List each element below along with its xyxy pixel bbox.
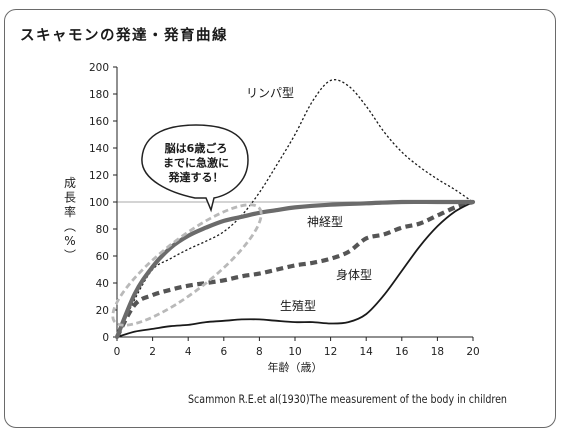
y-tick-label: 0 xyxy=(102,332,109,344)
y-tick-label: 140 xyxy=(89,143,109,155)
x-tick-label: 14 xyxy=(360,346,374,358)
y-tick-label: 60 xyxy=(96,251,109,263)
x-tick-label: 12 xyxy=(324,346,337,358)
x-tick-label: 18 xyxy=(431,346,444,358)
x-tick-label: 16 xyxy=(395,346,409,358)
series-line-lymph xyxy=(116,79,474,338)
callout-bubble xyxy=(141,124,249,213)
x-tick-label: 2 xyxy=(149,346,156,358)
x-tick-label: 20 xyxy=(466,346,479,358)
y-tick-label: 120 xyxy=(89,170,109,182)
callout-text: 脳は6歳ごろまでに急激に発達する！ xyxy=(163,141,229,184)
callout-highlight-ellipse xyxy=(111,203,263,327)
series-label-general: 身体型 xyxy=(336,267,372,282)
axes: 0 20 40 60 80 100 120 140 160 180 200 0 2 4 6 8 10 12 14 16… xyxy=(64,62,480,374)
y-tick-label: 80 xyxy=(96,224,109,236)
x-tick-label: 6 xyxy=(220,346,227,358)
chart-frame xyxy=(4,9,556,428)
callout: 脳は6歳ごろまでに急激に発達する！ xyxy=(111,124,263,327)
x-tick-label: 8 xyxy=(256,346,263,358)
y-tick-label: 160 xyxy=(89,116,109,128)
y-tick-label: 100 xyxy=(89,197,109,209)
y-axis-label: 成長率︵% ︶ xyxy=(64,176,76,263)
series-label-neural: 神経型 xyxy=(307,215,343,229)
series-label-lymph: リンパ型 xyxy=(246,86,294,100)
series-label-reproductive: 生殖型 xyxy=(280,298,316,313)
x-tick-label: 4 xyxy=(185,346,192,358)
y-tick-label: 180 xyxy=(89,89,109,101)
y-tick-label: 200 xyxy=(89,62,109,74)
y-tick-label: 20 xyxy=(96,305,109,317)
series-layer xyxy=(114,79,476,340)
chart-title: スキャモンの発達・発育曲線 xyxy=(20,28,228,44)
x-axis-label: 年齢（歳） xyxy=(268,360,323,374)
series-line-neural xyxy=(114,199,476,340)
x-tick-label: 10 xyxy=(288,346,301,358)
y-tick-label: 40 xyxy=(96,278,109,290)
series-line-reproductive xyxy=(116,201,474,338)
source-citation: Scammon R.E.et al(1930)The measurement o… xyxy=(188,392,507,406)
series-line-general xyxy=(115,199,474,339)
x-tick-label: 0 xyxy=(114,346,121,358)
